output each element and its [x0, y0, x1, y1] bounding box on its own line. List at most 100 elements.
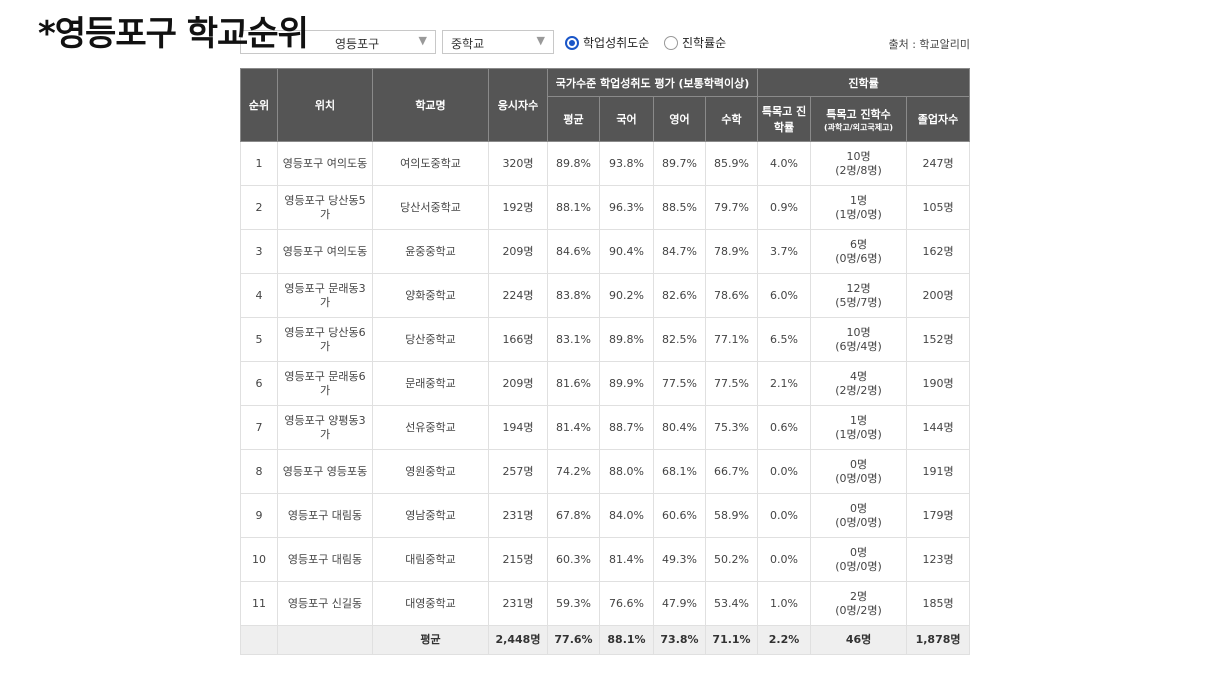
special-count-breakdown: (0명/0명) — [835, 515, 882, 529]
cell-special-count: 0명 (0명/0명) — [810, 493, 908, 538]
cell-school: 당산서중학교 — [372, 185, 489, 230]
cell-graduates: 162명 — [906, 229, 971, 274]
radio-label: 학업성취도순 — [583, 36, 650, 50]
header-korean: 국어 — [599, 96, 654, 142]
cell-rank: 8 — [240, 449, 278, 494]
cell-test-takers: 166명 — [488, 317, 548, 362]
cell-math: 77.5% — [704, 361, 759, 406]
cell-graduates: 191명 — [906, 449, 971, 494]
table-row: 8 영등포구 영등포동 영원중학교 257명 74.2% 88.0% 68.1% 66.7% 0… — [240, 449, 971, 494]
cell-math: 75.3% — [704, 405, 759, 450]
cell-test-takers: 209명 — [488, 229, 548, 274]
cell-graduates: 144명 — [906, 405, 971, 450]
cell-location: 영등포구 대림동 — [277, 493, 373, 538]
cell-school: 영원중학교 — [372, 449, 489, 494]
cell-korean: 88.0% — [599, 449, 654, 494]
header-school: 학교명 — [372, 68, 489, 142]
cell-special-count: 2명 (0명/2명) — [810, 581, 908, 626]
table-row: 1 영등포구 여의도동 여의도중학교 320명 89.8% 93.8% 89.7% 85.9%… — [240, 141, 971, 186]
cell-graduates: 105명 — [906, 185, 971, 230]
school-level-select[interactable]: 중학교 ▼ — [442, 30, 554, 54]
cell-avg: 74.2% — [547, 449, 600, 494]
special-count-breakdown: (0명/2명) — [835, 603, 882, 617]
average-row-graduates: 1,878명 — [906, 625, 971, 655]
cell-english: 68.1% — [653, 449, 706, 494]
cell-graduates: 123명 — [906, 537, 971, 582]
cell-location: 영등포구 당산동5가 — [277, 185, 373, 230]
special-count-breakdown: (2명/2명) — [835, 383, 882, 397]
cell-avg: 59.3% — [547, 581, 600, 626]
cell-special-count: 10명 (2명/8명) — [810, 141, 908, 186]
district-select[interactable]: 영등포구 ▼ — [240, 30, 436, 54]
special-count-breakdown: (6명/4명) — [835, 339, 882, 353]
special-count-value: 1명 — [849, 193, 868, 207]
cell-math: 58.9% — [704, 493, 759, 538]
school-level-select-value: 중학교 — [451, 37, 485, 51]
average-row-blank — [277, 625, 373, 655]
cell-special-rate: 3.7% — [757, 229, 812, 274]
cell-school: 양화중학교 — [372, 273, 489, 318]
cell-korean: 81.4% — [599, 537, 654, 582]
cell-location: 영등포구 대림동 — [277, 537, 373, 582]
average-row-avg: 77.6% — [547, 625, 600, 655]
cell-test-takers: 194명 — [488, 405, 548, 450]
special-count-breakdown: (2명/8명) — [835, 163, 882, 177]
cell-korean: 90.4% — [599, 229, 654, 274]
table-body: 1 영등포구 여의도동 여의도중학교 320명 89.8% 93.8% 89.7% 85.9%… — [240, 141, 971, 626]
cell-special-count: 1명 (1명/0명) — [810, 405, 908, 450]
cell-rank: 3 — [240, 229, 278, 274]
cell-rank: 5 — [240, 317, 278, 362]
cell-rank: 1 — [240, 141, 278, 186]
cell-avg: 84.6% — [547, 229, 600, 274]
header-math: 수학 — [704, 96, 759, 142]
sort-by-admission-radio[interactable]: 진학률순 — [664, 34, 726, 51]
cell-special-rate: 1.0% — [757, 581, 812, 626]
table-row: 9 영등포구 대림동 영남중학교 231명 67.8% 84.0% 60.6% 58.9% 0.… — [240, 493, 971, 538]
school-ranking-table: 순위 위치 학교명 응시자수 국가수준 학업성취도 평가 (보통학력이상) 진학… — [240, 68, 971, 655]
cell-english: 82.6% — [653, 273, 706, 318]
special-count-value: 10명 — [846, 325, 871, 339]
header-special-count-label: 특목고 진학수 — [826, 107, 891, 121]
cell-rank: 2 — [240, 185, 278, 230]
cell-school: 당산중학교 — [372, 317, 489, 362]
cell-avg: 83.1% — [547, 317, 600, 362]
cell-special-rate: 0.0% — [757, 449, 812, 494]
cell-english: 89.7% — [653, 141, 706, 186]
header-achievement-group: 국가수준 학업성취도 평가 (보통학력이상) — [546, 68, 759, 97]
cell-test-takers: 209명 — [488, 361, 548, 406]
cell-test-takers: 257명 — [488, 449, 548, 494]
cell-location: 영등포구 당산동6가 — [277, 317, 373, 362]
cell-graduates: 200명 — [906, 273, 971, 318]
cell-location: 영등포구 문래동3가 — [277, 273, 373, 318]
cell-special-count: 0명 (0명/0명) — [810, 537, 908, 582]
header-graduates: 졸업자수 — [906, 96, 971, 142]
sort-by-achievement-radio[interactable]: 학업성취도순 — [565, 34, 649, 51]
average-row-takers: 2,448명 — [488, 625, 548, 655]
cell-test-takers: 192명 — [488, 185, 548, 230]
average-row-blank — [240, 625, 278, 655]
cell-location: 영등포구 영등포동 — [277, 449, 373, 494]
cell-school: 선유중학교 — [372, 405, 489, 450]
cell-rank: 4 — [240, 273, 278, 318]
cell-school: 윤중중학교 — [372, 229, 489, 274]
cell-math: 78.6% — [704, 273, 759, 318]
cell-avg: 81.6% — [547, 361, 600, 406]
cell-test-takers: 224명 — [488, 273, 548, 318]
cell-graduates: 190명 — [906, 361, 971, 406]
special-count-value: 0명 — [849, 457, 868, 471]
cell-korean: 90.2% — [599, 273, 654, 318]
cell-avg: 89.8% — [547, 141, 600, 186]
special-count-value: 0명 — [849, 545, 868, 559]
cell-avg: 81.4% — [547, 405, 600, 450]
header-special-count: 특목고 진학수 (과학고/외고국제고) — [810, 96, 908, 142]
cell-rank: 10 — [240, 537, 278, 582]
cell-special-count: 10명 (6명/4명) — [810, 317, 908, 362]
table-row: 3 영등포구 여의도동 윤중중학교 209명 84.6% 90.4% 84.7% 78.9% 3… — [240, 229, 971, 274]
cell-english: 80.4% — [653, 405, 706, 450]
header-special-count-sub: (과학고/외고국제고) — [823, 122, 894, 132]
special-count-breakdown: (0명/6명) — [835, 251, 882, 265]
cell-korean: 84.0% — [599, 493, 654, 538]
header-special-rate: 특목고 진학률 — [757, 96, 812, 142]
cell-special-rate: 2.1% — [757, 361, 812, 406]
cell-graduates: 185명 — [906, 581, 971, 626]
